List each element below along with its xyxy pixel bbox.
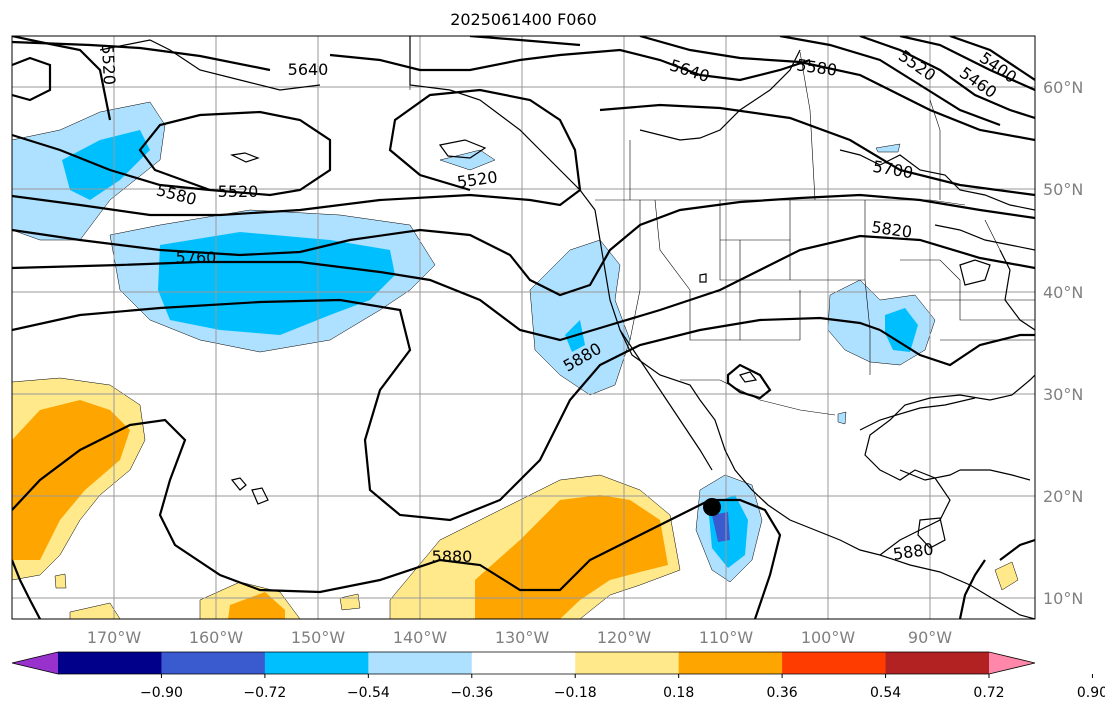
colorbar-tick-label: −0.90 [140, 685, 183, 701]
colorbar-segment [161, 652, 266, 674]
latitude-label: 40°N [1043, 283, 1083, 302]
colorbar-ticks: −0.90 −0.72 −0.54 −0.36 −0.18 0.18 0.36 0.54 0.7… [140, 674, 1105, 701]
latitude-label: 60°N [1043, 78, 1083, 97]
colorbar-tick-label: −0.36 [450, 685, 493, 701]
longitude-label: 170°W [87, 628, 142, 647]
contour-label: 5520 [456, 167, 499, 191]
negative-anomaly-fields [12, 101, 936, 583]
coastlines [99, 36, 1035, 619]
colorbar-tick-label: 0.18 [663, 685, 694, 701]
colorbar-tick-label: −0.54 [347, 685, 390, 701]
colorbar-extend-low [12, 652, 58, 674]
colorbar-extend-high [989, 652, 1035, 674]
latitude-label: 30°N [1043, 385, 1083, 404]
contour-label: 5760 [176, 248, 217, 267]
storm-position-marker [703, 498, 721, 516]
longitude-label: 120°W [597, 628, 652, 647]
latitude-labels: 60°N 50°N 40°N 30°N 20°N 10°N [1043, 78, 1083, 608]
colorbar-segment [678, 652, 783, 674]
map-frame [11, 35, 1036, 620]
colorbar-tick-label: 0.72 [973, 685, 1004, 701]
colorbar-tick-label: 0.36 [767, 685, 798, 701]
longitude-label: 140°W [393, 628, 448, 647]
contour-label: 5580 [795, 55, 838, 79]
colorbar-segments [12, 652, 1035, 674]
contour-label: 5520 [895, 46, 939, 85]
colorbar-segment [575, 652, 680, 674]
political-borders [409, 36, 1035, 416]
contour-label: 5640 [667, 55, 712, 86]
colorbar-outline [11, 651, 1036, 675]
contour-label: 5520 [98, 44, 119, 86]
longitude-label: 100°W [801, 628, 856, 647]
colorbar-tick-label: −0.72 [243, 685, 286, 701]
contour-label: 5640 [288, 60, 329, 79]
colorbar-segment [58, 652, 162, 674]
map-title: 2025061400 F060 [450, 10, 597, 29]
colorbar-segment [885, 652, 990, 674]
latitude-label: 10°N [1043, 589, 1083, 608]
height-contours [12, 36, 1035, 619]
longitude-label: 130°W [495, 628, 550, 647]
contour-label: 5880 [892, 539, 935, 563]
colorbar-tick-label: 0.54 [870, 685, 901, 701]
longitude-label: 110°W [699, 628, 754, 647]
colorbar-tick-label: −0.18 [554, 685, 597, 701]
longitude-label: 150°W [291, 628, 346, 647]
positive-anomaly-fields [12, 377, 1019, 619]
latitude-label: 50°N [1043, 180, 1083, 199]
colorbar-segment [264, 652, 369, 674]
colorbar-tick-label: 0.90 [1077, 685, 1105, 701]
longitude-labels: 170°W 160°W 150°W 140°W 130°W 120°W 110°… [87, 628, 952, 647]
colorbar: −0.90 −0.72 −0.54 −0.36 −0.18 0.18 0.36 0.54 0.7… [11, 651, 1105, 701]
colorbar-segment [782, 652, 887, 674]
longitude-label: 160°W [189, 628, 244, 647]
colorbar-segment [368, 652, 473, 674]
contour-label: 5520 [218, 182, 259, 201]
longitude-label: 90°W [908, 628, 952, 647]
latitude-label: 20°N [1043, 487, 1083, 506]
contour-label: 5880 [432, 547, 473, 566]
colorbar-segment [471, 652, 576, 674]
